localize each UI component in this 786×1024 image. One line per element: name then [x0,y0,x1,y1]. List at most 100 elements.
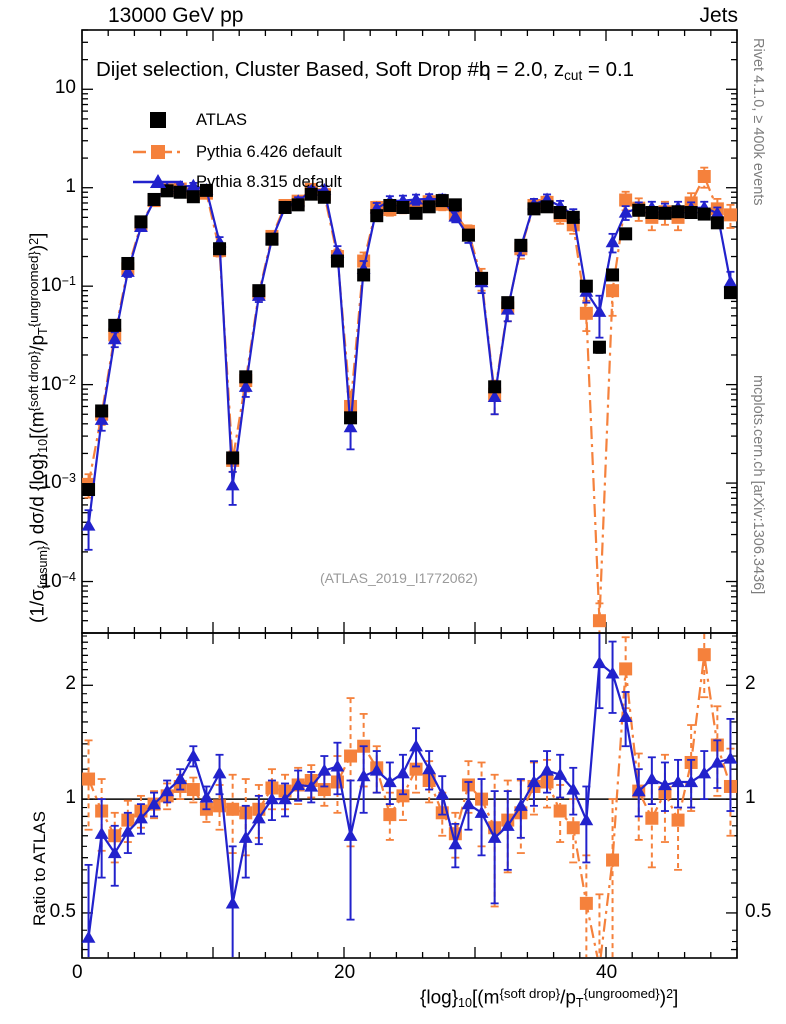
data-point-square [566,210,580,224]
data-point-triangle [120,824,135,837]
data-point-triangle [487,830,502,843]
data-point-square [579,896,593,910]
data-point-square [344,749,358,763]
data-point-square [553,804,567,818]
y-tick-label: 10−3 [40,471,76,493]
y-tick-label: 10 [54,77,76,99]
data-point-triangle [658,778,672,791]
data-point-square [488,380,502,394]
data-point-square [592,340,606,354]
data-point-square [606,853,620,867]
data-point-square [684,206,698,220]
data-point-square [278,200,292,214]
data-point-square [527,202,541,216]
data-point-triangle [644,772,659,785]
data-point-square [370,209,384,223]
data-point-square [226,802,240,816]
data-point-triangle [618,205,633,218]
data-point-triangle [160,784,175,797]
data-point-square [710,216,724,230]
data-point-square [632,203,646,217]
data-point-square [645,811,659,825]
data-point-square [671,813,685,827]
data-point-square [606,268,620,282]
data-point-triangle [304,779,319,792]
data-point-square [579,279,593,293]
data-point-square [226,451,240,465]
ratio-tick-label-left: 0.5 [49,900,76,922]
data-point-triangle [94,826,109,839]
data-point-triangle [605,666,620,679]
data-point-square [121,256,135,270]
data-point-square [697,207,711,221]
y-axis-label: (1/σ{resum}) dσ/d {log}10[(m{soft drop}/… [26,232,51,623]
y-tick-label: 10−2 [40,372,76,395]
series-line [87,654,732,957]
legend-label-0: ATLAS [196,111,248,129]
data-point-square [213,242,227,256]
data-point-triangle [278,792,292,805]
data-point-triangle [710,755,725,768]
data-point-triangle [448,209,463,222]
data-point-triangle [684,775,699,788]
data-point-triangle [107,846,122,859]
series-main-pythia-6-426-default [82,166,737,632]
data-point-square [173,185,187,199]
data-point-square [108,318,122,332]
data-point-triangle [343,420,358,433]
data-point-square [435,194,449,208]
data-point-square [82,483,96,497]
data-point-triangle [186,178,201,191]
data-point-triangle [710,206,725,219]
y-tick-label: 1 [65,175,76,197]
data-point-triangle [225,478,240,491]
data-point-square [540,200,554,214]
data-point-triangle [631,784,646,797]
data-point-triangle [147,797,161,810]
data-point-square [330,254,344,268]
data-point-square [592,614,606,628]
data-point-triangle [540,763,554,776]
data-point-square [199,183,213,197]
data-point-square [619,193,633,207]
legend-marker-pythia6 [151,145,165,159]
data-point-square [304,187,318,201]
data-point-square [186,190,200,204]
data-point-square [383,198,397,212]
data-point-square [265,232,279,246]
data-point-square [514,238,528,252]
data-point-triangle [225,896,240,909]
data-point-square [606,284,620,298]
series-main-pythia-8-315-default [81,178,738,551]
data-point-triangle [605,235,620,248]
data-point-square [252,284,266,298]
header-right-category: Jets [699,4,738,27]
data-point-triangle [723,751,738,764]
data-point-triangle [422,762,437,775]
legend-label-2: Pythia 8.315 default [196,173,342,191]
series-ratio-pythia-8-315-default [81,634,738,957]
data-point-square [619,227,633,241]
data-point-triangle [212,766,227,779]
data-point-square [475,271,489,285]
data-point-square [501,296,515,310]
data-point-square [723,286,737,300]
data-point-square [344,399,358,413]
data-point-triangle [356,769,371,782]
plot-title: Dijet selection, Cluster Based, Soft Dro… [96,58,635,83]
ratio-tick-label-left: 2 [65,673,76,695]
x-tick-label: 20 [334,962,356,983]
data-point-triangle [238,830,253,843]
data-point-triangle [671,775,685,788]
data-point-triangle [409,192,423,205]
data-point-square [671,205,685,219]
series-line [87,660,731,938]
data-point-triangle [251,811,266,824]
ratio-tick-label-right: 1 [745,787,756,809]
data-point-triangle [265,792,279,805]
data-point-square [357,268,371,282]
data-point-square [579,306,593,320]
ratio-x-ticks [81,633,738,958]
legend [133,112,183,188]
data-point-triangle [317,763,332,776]
